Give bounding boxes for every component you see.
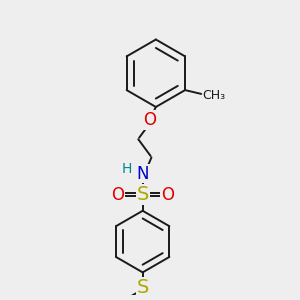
Text: CH₃: CH₃ bbox=[203, 89, 226, 102]
Text: O: O bbox=[143, 111, 157, 129]
Text: N: N bbox=[136, 164, 149, 182]
Text: O: O bbox=[111, 186, 124, 204]
Text: O: O bbox=[161, 186, 174, 204]
Text: H: H bbox=[122, 162, 132, 176]
Text: S: S bbox=[136, 278, 149, 297]
Text: S: S bbox=[136, 185, 149, 204]
